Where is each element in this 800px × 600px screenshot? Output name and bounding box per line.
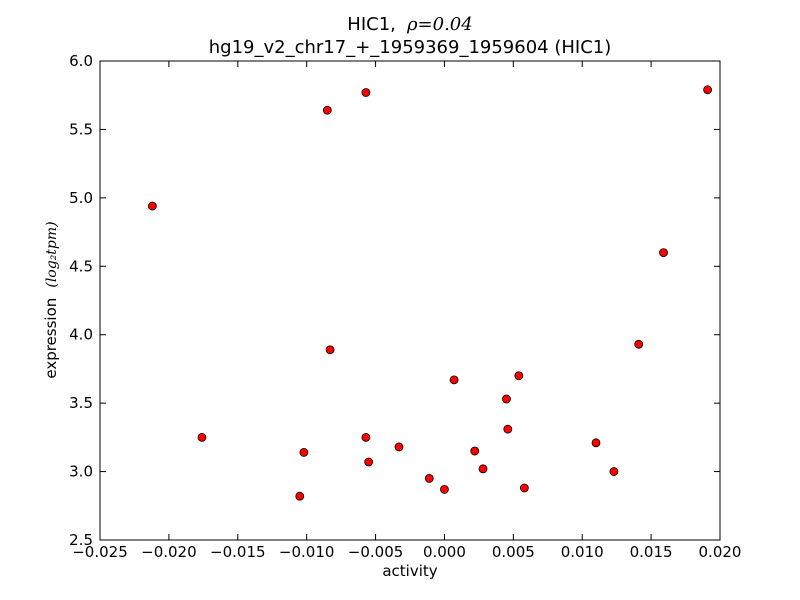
x-axis-label: activity [382,562,437,580]
x-tick-label: −0.005 [348,543,404,561]
data-point [449,375,459,385]
y-axis-ticks: 2.5 3.0 3.5 4.0 4.5 5.0 5.5 6.0 [69,52,720,549]
data-point [440,484,449,494]
data-point [634,339,644,349]
y-tick-label: 2.5 [69,531,93,549]
data-point [478,464,488,474]
y-axis-label-unit: (log₂tpm) [44,221,60,287]
x-tick-label: 0.000 [423,543,466,561]
data-point [424,474,434,483]
data-point [325,345,335,355]
chart-title-line2: hg19_v2_chr17_+_1959369_1959604 (HIC1) [209,37,612,58]
x-tick-label: 0.020 [699,543,742,561]
data-point [503,424,513,434]
x-tick-label: 0.010 [561,543,604,561]
data-point [364,457,374,467]
x-tick-label: 0.015 [630,543,673,561]
y-tick-label: 3.5 [69,394,93,412]
x-tick-label: −0.015 [210,543,266,561]
y-axis-label: expression (log₂tpm) [41,221,60,378]
data-point [299,448,309,457]
plot-area [99,60,721,541]
data-point [502,394,511,404]
data-point [609,467,619,476]
chart-title-gene: HIC1, [347,14,396,35]
chart-title-rho: ρ=0.04 [406,14,473,35]
data-point [514,371,524,381]
x-tick-label: 0.005 [492,543,535,561]
x-tick-label: −0.020 [141,543,197,561]
chart-title-line1: HIC1, ρ=0.04 [347,14,472,35]
data-point [519,483,529,493]
data-point [591,438,601,448]
y-tick-label: 4.5 [69,257,93,275]
data-point [394,442,404,452]
data-point [295,491,305,501]
data-point [703,85,712,95]
x-tick-label: −0.025 [72,543,128,561]
y-axis-label-text: expression [42,298,60,379]
data-point [197,432,207,442]
y-tick-label: 4.0 [69,326,93,344]
data-point [470,446,480,456]
data-point [361,432,371,442]
y-tick-label: 3.0 [69,463,93,481]
x-axis-ticks: −0.025 −0.020 −0.015 −0.010 −0.005 0.000 0.005… [72,61,741,561]
data-point [361,88,371,97]
data-point [322,105,332,115]
data-points [147,85,712,501]
y-tick-label: 6.0 [69,52,93,70]
y-tick-label: 5.0 [69,189,93,207]
data-point [659,248,668,258]
y-tick-label: 5.5 [69,120,93,138]
x-tick-label: −0.010 [279,543,335,561]
data-point [147,201,157,211]
